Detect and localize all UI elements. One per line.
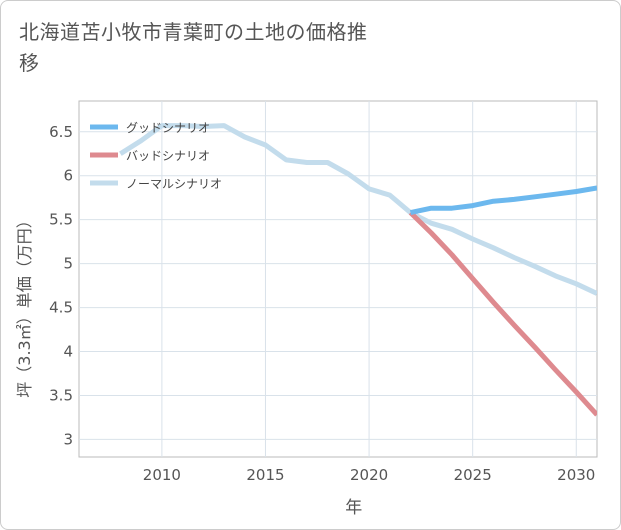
- y-tick-label: 4.5: [49, 299, 73, 317]
- y-tick-label: 6: [63, 167, 73, 185]
- plot-area: [78, 100, 598, 458]
- x-tick-label: 2030: [557, 466, 595, 484]
- x-axis-title: 年: [345, 498, 362, 518]
- x-tick-label: 2020: [350, 466, 388, 484]
- series-line: [408, 210, 597, 417]
- series-line: [119, 123, 597, 296]
- y-axis-title: 坪（3.3㎡）単価（万円）: [15, 212, 34, 397]
- y-tick-label: 6.5: [49, 123, 73, 141]
- chart-title: 北海道苫小牧市青葉町の土地の価格推移: [19, 20, 368, 75]
- series-line: [409, 185, 597, 216]
- x-tick-label: 2015: [246, 466, 284, 484]
- x-tick-label: 2025: [454, 466, 492, 484]
- y-tick-label: 3.5: [49, 386, 73, 404]
- legend-label[interactable]: バッドシナリオ: [126, 149, 210, 163]
- y-tick-label: 5.5: [49, 211, 73, 229]
- y-tick-label: 5: [63, 255, 73, 273]
- y-tick-label: 4: [63, 343, 73, 361]
- x-tick-label: 2010: [143, 466, 181, 484]
- legend-label[interactable]: グッドシナリオ: [126, 121, 210, 135]
- legend-label[interactable]: ノーマルシナリオ: [126, 177, 222, 191]
- y-tick-label: 3: [63, 430, 73, 448]
